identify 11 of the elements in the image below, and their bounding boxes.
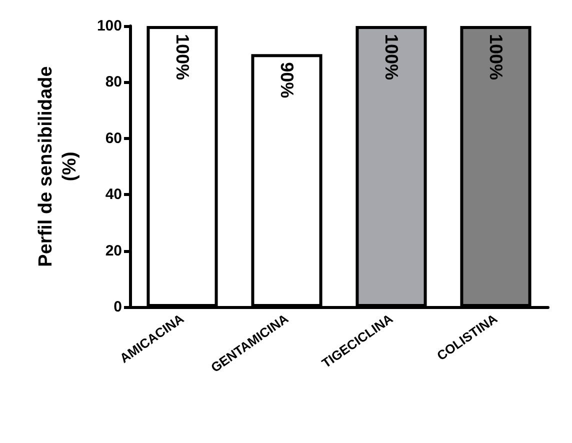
y-axis-title: Perfil de sensibilidade (%)	[36, 66, 80, 267]
data-label: 100%	[486, 34, 506, 80]
y-tick-label: 60	[105, 130, 122, 147]
y-tick-label: 0	[114, 298, 122, 316]
y-tick-label: 100	[96, 18, 122, 34]
y-tick-label: 80	[105, 74, 122, 91]
data-label: 100%	[172, 34, 192, 80]
data-label: 100%	[381, 34, 402, 80]
data-label: 90%	[276, 62, 297, 98]
y-tick-label: 40	[105, 186, 122, 204]
y-tick-label: 20	[105, 242, 122, 260]
